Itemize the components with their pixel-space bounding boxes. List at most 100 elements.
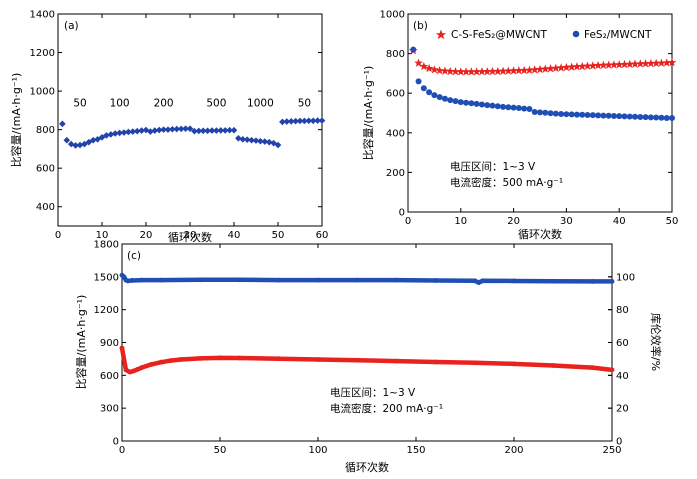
panel-b-series-1-point-18 — [505, 104, 512, 111]
panel-b-series-0-point-21 — [519, 65, 529, 75]
panel-b-x-tick-label-20: 20 — [507, 216, 520, 227]
panel-b-series-1-point-22 — [526, 106, 533, 113]
panel-c-y2-tick-label-100: 100 — [616, 272, 635, 283]
panel-a-point-44 — [252, 137, 260, 144]
panel-b-series-0-point-44 — [641, 59, 650, 68]
panel-c-y2-tick-label-40: 40 — [616, 371, 629, 382]
panel-c-series-1-point-5 — [139, 277, 145, 283]
panel-a-point-26 — [173, 125, 181, 133]
panel-c-series-0-point-22 — [609, 367, 615, 373]
panel-b-series-0-point-38 — [609, 60, 619, 69]
panel-b-series-0-point-42 — [630, 59, 640, 68]
panel-b-legend: C-S-FeS₂@MWCNT FeS₂/MWCNT — [435, 29, 652, 41]
panel-b-series-0-point-43 — [635, 59, 645, 68]
panel-b-series-1-point-1 — [415, 78, 422, 85]
panel-a-point-38 — [226, 126, 233, 134]
panel-c-y-tick-label-1800: 1800 — [94, 240, 119, 251]
panel-c-series-0-point-0 — [119, 345, 125, 351]
panel-b-series-0-point-23 — [530, 65, 540, 74]
panel-b-series-1-point-5 — [436, 94, 443, 101]
panel-a-rate-label-2: 200 — [154, 98, 174, 110]
panel-b-series-0-point-1 — [414, 58, 423, 67]
panel-b-series-1-point-44 — [642, 114, 649, 121]
panel-a-point-17 — [133, 127, 141, 135]
panel-c-series-1-point-6 — [158, 277, 164, 283]
panel-a-point-18 — [138, 127, 145, 134]
panel-a-point-50 — [279, 118, 286, 126]
panel-b-series-0-point-35 — [593, 60, 603, 70]
panel-a-point-37 — [221, 127, 229, 134]
panel-b-series-1-point-17 — [500, 103, 507, 110]
panel-a-y-ticks: 400 600 800 1000 1200 1400 — [30, 10, 322, 213]
panel-b-y-tick-label-200: 200 — [386, 168, 405, 179]
panel-a-y-tick-label-800: 800 — [36, 125, 55, 136]
panel-b-x-tick-label-40: 40 — [613, 216, 626, 227]
panel-c-series-0-point-3 — [131, 368, 137, 374]
panel-a-point-0 — [59, 120, 66, 128]
panel-c-y2-ticks: 0 20 40 60 80 100 — [608, 272, 635, 448]
panel-a-point-15 — [125, 128, 132, 136]
panel-a-point-53 — [292, 117, 299, 125]
panel-a-point-29 — [186, 125, 194, 132]
panel-a-point-33 — [204, 127, 211, 135]
panel-a-point-46 — [261, 138, 269, 145]
legend-star-marker — [435, 29, 447, 40]
panel-c-series-0-point-4 — [135, 366, 141, 372]
panel-c-x-tick-label-250: 250 — [602, 445, 621, 456]
panel-b-series-1-point-3 — [426, 89, 433, 96]
panel-c-series-0-line — [119, 345, 615, 375]
panel-c-series-1-point-3 — [125, 278, 131, 284]
panel-b-series-1-point-23 — [531, 109, 538, 116]
panel-b-series-0-point-29 — [562, 62, 571, 72]
panel-c-series-0-point-11 — [217, 355, 223, 361]
panel-b-series-0-point-30 — [567, 62, 577, 71]
panel-b-series-0-point-31 — [572, 62, 582, 71]
panel-a-y-tick-label-600: 600 — [36, 164, 55, 175]
panel-a-x-tick-label-50: 50 — [272, 230, 285, 241]
panel-a-point-12 — [111, 130, 119, 137]
panel-a-point-54 — [296, 117, 304, 125]
panel-b-series-0-point-5 — [435, 66, 445, 75]
panel-b-series-1-point-30 — [568, 111, 575, 118]
panel-c-series-0-point-18 — [472, 360, 478, 366]
panel-a-point-28 — [182, 125, 189, 132]
panel-a-y-tick-label-400: 400 — [36, 202, 55, 213]
panel-b-series-0-point-14 — [482, 67, 492, 76]
panel-c-series-1-point-14 — [472, 278, 478, 284]
panel-b-series-0-point-10 — [461, 67, 471, 76]
panel-a-point-39 — [230, 126, 238, 134]
panel-a-x-tick-label-0: 0 — [55, 230, 61, 241]
panel-a-y-tick-label-1200: 1200 — [30, 48, 55, 59]
panel-a-point-59 — [318, 117, 326, 124]
panel-c-y-tick-label-300: 300 — [100, 404, 119, 415]
panel-b-series-1-point-7 — [447, 97, 454, 104]
panel-a-point-42 — [243, 136, 251, 143]
panel-b-series-0-point-46 — [651, 58, 661, 68]
panel-a-point-51 — [283, 118, 291, 125]
panel-a-point-22 — [155, 126, 163, 134]
panel-c-series-0-point-17 — [433, 359, 438, 365]
panel-c-series — [119, 272, 615, 375]
panel-b-series-1-point-41 — [626, 113, 633, 120]
panel-b-series-1-point-11 — [468, 100, 475, 107]
panel-a-point-35 — [213, 127, 220, 134]
panel-a-label: (a) — [64, 20, 79, 32]
panel-c-series-1-point-7 — [198, 277, 203, 283]
panel-c-series-0-point-8 — [168, 358, 174, 363]
panel-c-voltage-note: 电压区间：1~3 V — [330, 386, 416, 399]
panel-b-series-0-point-37 — [604, 60, 614, 69]
panel-b-series-0-point-6 — [440, 66, 450, 75]
legend-series-2-label: FeS₂/MWCNT — [584, 29, 652, 41]
panel-b-series-1-point-26 — [547, 110, 554, 117]
panel-b-series-0-point-39 — [614, 60, 624, 69]
panel-b-series-0-point-49 — [667, 57, 677, 67]
panel-c-series-1-point-20 — [609, 279, 615, 284]
panel-b-series-1-point-2 — [420, 85, 427, 92]
panel-a-point-3 — [72, 142, 79, 149]
panel-c-series-0-point-1 — [123, 367, 129, 373]
panel-c-series-1-point-17 — [511, 278, 517, 284]
panel-c-series-1-point-19 — [590, 279, 595, 284]
panel-b-series-0-point-34 — [588, 61, 598, 70]
panel-b-series-1-point-27 — [552, 110, 559, 117]
panel-b-series-1-point-20 — [515, 105, 522, 112]
